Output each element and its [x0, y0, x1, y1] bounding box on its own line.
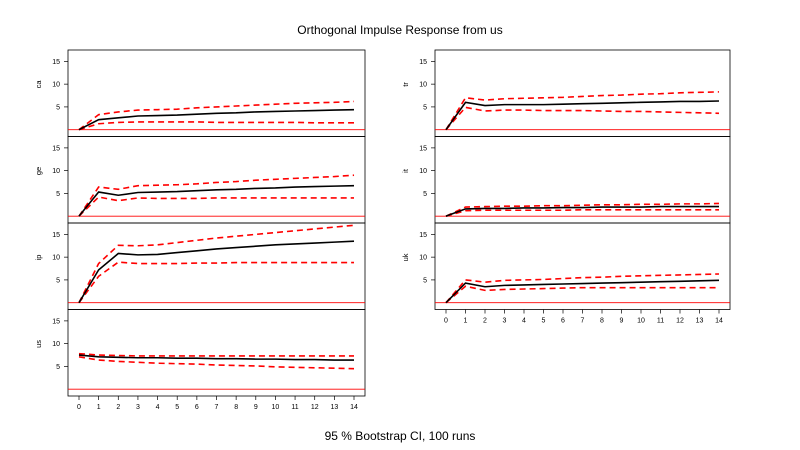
- x-tick-label: 12: [311, 404, 319, 411]
- y-tick-label: 15: [419, 232, 427, 239]
- y-tick-label: 5: [56, 104, 60, 111]
- lower-ci-line: [445, 106, 720, 131]
- x-tick-label: 8: [600, 318, 604, 325]
- x-tick-label: 10: [272, 404, 280, 411]
- x-tick-label: 1: [97, 404, 101, 411]
- x-tick-label: 11: [657, 318, 664, 325]
- y-tick-label: 15: [419, 145, 427, 152]
- y-tick-label: 10: [419, 255, 427, 262]
- response-line: [445, 279, 720, 304]
- x-tick-label: 13: [330, 404, 338, 411]
- response-line: [78, 184, 355, 217]
- panel-label-tr: tr: [401, 82, 410, 87]
- response-line: [78, 354, 354, 361]
- panel-tr: 5 10 15 tr: [401, 49, 731, 137]
- x-tick-label: 2: [116, 404, 120, 411]
- chart-title: Orthogonal Impulse Response from us: [297, 23, 502, 37]
- y-tick-label: 5: [423, 277, 427, 284]
- response-line: [445, 205, 719, 217]
- panel-ip: 5 10 15 ip: [34, 222, 366, 310]
- y-tick-label: 10: [419, 168, 427, 175]
- response-line: [78, 108, 355, 131]
- x-tick-label: 8: [234, 404, 238, 411]
- panel-ge: 5 10 15 ge: [34, 136, 366, 224]
- lower-ci-line: [78, 121, 354, 131]
- x-tick-label: 5: [542, 318, 546, 325]
- x-tick-label: 10: [637, 318, 645, 325]
- x-tick-label: 11: [291, 404, 298, 411]
- panel-it: 5 10 15 it: [401, 136, 731, 224]
- upper-ci-line: [445, 91, 720, 131]
- panel-frame: [67, 136, 366, 224]
- panel-label-ip: ip: [34, 255, 43, 261]
- x-tick-label: 14: [350, 404, 358, 411]
- x-tick-label: 1: [464, 318, 468, 325]
- panel-label-ca: ca: [34, 80, 43, 89]
- x-tick-label: 9: [620, 318, 624, 325]
- x-tick-label: 3: [503, 318, 507, 325]
- y-tick-label: 10: [52, 255, 60, 262]
- y-tick-label: 15: [52, 318, 60, 325]
- panel-label-us: us: [34, 340, 43, 348]
- panel-label-uk: uk: [401, 253, 410, 261]
- x-tick-label: 13: [696, 318, 704, 325]
- chart-footer-label: 95 % Bootstrap CI, 100 runs: [325, 429, 476, 443]
- y-tick-label: 10: [52, 168, 60, 175]
- y-tick-label: 5: [56, 277, 60, 284]
- y-tick-label: 15: [419, 59, 427, 66]
- x-tick-label: 9: [254, 404, 258, 411]
- x-tick-label: 5: [175, 404, 179, 411]
- y-tick-label: 15: [52, 59, 60, 66]
- upper-ci-line: [78, 100, 355, 131]
- y-tick-label: 5: [56, 191, 60, 198]
- panel-label-it: it: [401, 168, 410, 173]
- x-tick-label: 7: [215, 404, 219, 411]
- upper-ci-line: [78, 352, 354, 357]
- response-line: [445, 100, 720, 131]
- x-tick-label: 6: [561, 318, 565, 325]
- lower-ci-line: [78, 261, 354, 304]
- x-tick-label: 4: [156, 404, 160, 411]
- x-tick-label: 12: [676, 318, 684, 325]
- panel-ca: 5 10 15 ca: [34, 49, 366, 137]
- y-tick-label: 5: [423, 104, 427, 111]
- x-tick-label: 0: [444, 318, 448, 325]
- y-tick-label: 10: [52, 82, 60, 89]
- x-tick-label: 2: [483, 318, 487, 325]
- upper-ci-line: [78, 174, 355, 217]
- panel-label-ge: ge: [34, 167, 43, 175]
- y-tick-label: 5: [423, 191, 427, 198]
- panel-frame: [434, 49, 731, 137]
- y-tick-label: 15: [52, 145, 60, 152]
- response-line: [78, 240, 355, 304]
- x-tick-label: 0: [77, 404, 81, 411]
- x-tick-label: 4: [522, 318, 526, 325]
- y-tick-label: 10: [419, 82, 427, 89]
- x-tick-label: 3: [136, 404, 140, 411]
- y-tick-label: 10: [52, 341, 60, 348]
- upper-ci-line: [78, 224, 355, 304]
- y-tick-label: 5: [56, 364, 60, 371]
- x-tick-label: 14: [715, 318, 723, 325]
- x-tick-label: 7: [581, 318, 585, 325]
- panel-frame: [67, 309, 366, 397]
- lower-ci-line: [78, 196, 354, 217]
- panel-frame: [434, 222, 731, 310]
- lower-ci-line: [445, 209, 719, 217]
- lower-ci-line: [445, 285, 719, 304]
- x-tick-label: 6: [195, 404, 199, 411]
- y-tick-label: 15: [52, 232, 60, 239]
